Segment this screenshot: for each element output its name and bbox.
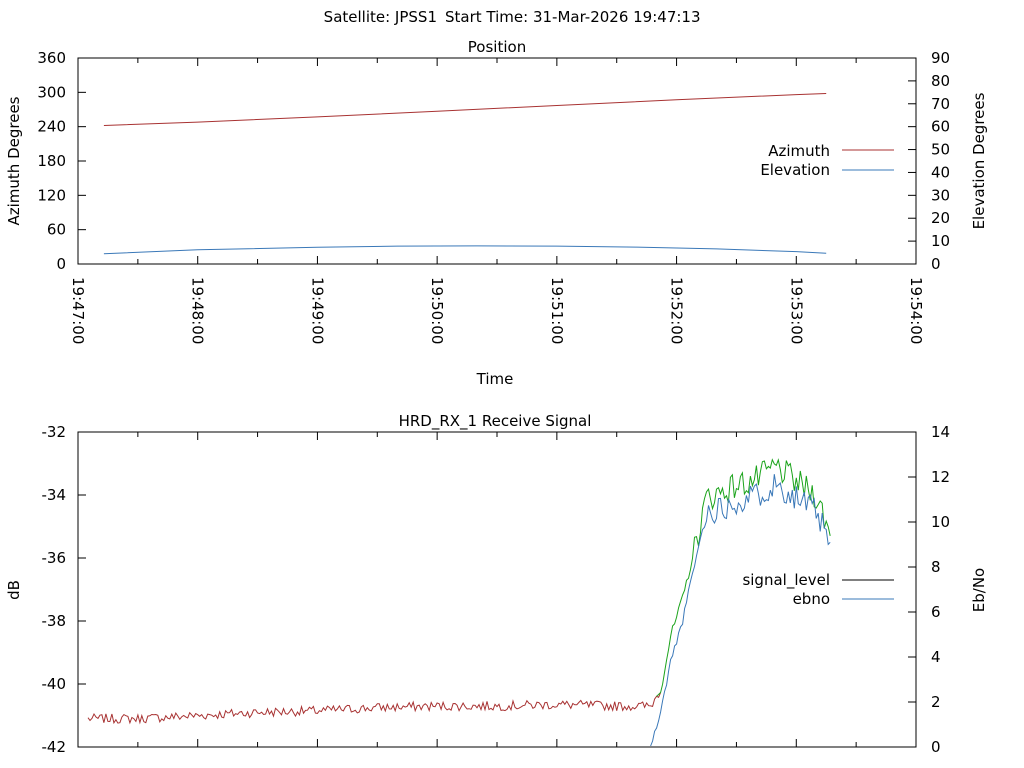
x-tick-label-19-53-00: 19:53:00 bbox=[787, 277, 805, 344]
db-tick-label-32: -32 bbox=[42, 423, 67, 441]
ebno-axis-label: Eb/No bbox=[970, 568, 988, 612]
elevation-tick-label-90: 90 bbox=[931, 49, 950, 67]
receive-legend: signal_level ebno bbox=[742, 571, 894, 608]
ebno-tick-label-8: 8 bbox=[931, 558, 941, 576]
ebno-tick-label-12: 12 bbox=[931, 468, 950, 486]
start-time-label: Start Time: 31-Mar-2026 19:47:13 bbox=[445, 8, 701, 26]
elevation-tick-label-60: 60 bbox=[931, 118, 950, 136]
receive-signal-chart: HRD_RX_1 Receive Signal dB Eb/No -42 -40 -… bbox=[5, 412, 988, 756]
elevation-tick-label-50: 50 bbox=[931, 141, 950, 159]
db-tick-label-36: -36 bbox=[42, 549, 67, 567]
azimuth-tick-label-60: 60 bbox=[47, 221, 66, 239]
elevation-axis-label: Elevation Degrees bbox=[970, 92, 988, 229]
db-tick-label-34: -34 bbox=[42, 486, 67, 504]
x-tick-label-19-54-00: 19:54:00 bbox=[907, 277, 925, 344]
x-tick-label-19-47-00: 19:47:00 bbox=[69, 277, 87, 344]
elevation-tick-label-40: 40 bbox=[931, 163, 950, 181]
position-chart: Position Time Azimuth Degrees Elevation … bbox=[5, 38, 988, 388]
azimuth-tick-label-240: 240 bbox=[37, 118, 66, 136]
azimuth-tick-label-360: 360 bbox=[37, 49, 66, 67]
legend-ebno-label: ebno bbox=[793, 590, 830, 608]
x-tick-label-19-50-00: 19:50:00 bbox=[428, 277, 446, 344]
ebno-tick-label-10: 10 bbox=[931, 513, 950, 531]
db-axis-label: dB bbox=[5, 580, 23, 600]
elevation-line bbox=[103, 245, 827, 255]
azimuth-line bbox=[103, 93, 827, 126]
elevation-tick-label-10: 10 bbox=[931, 232, 950, 250]
position-x-axis-label: Time bbox=[476, 370, 514, 388]
x-tick-label-19-52-00: 19:52:00 bbox=[668, 277, 686, 344]
azimuth-tick-label-300: 300 bbox=[37, 83, 66, 101]
x-tick-label-19-49-00: 19:49:00 bbox=[308, 277, 326, 344]
ebno-line bbox=[650, 474, 831, 747]
elevation-tick-label-0: 0 bbox=[931, 255, 941, 273]
elevation-tick-label-80: 80 bbox=[931, 72, 950, 90]
ebno-tick-label-6: 6 bbox=[931, 603, 941, 621]
db-tick-label-42: -42 bbox=[42, 738, 67, 756]
receive-plot-frame bbox=[77, 431, 917, 748]
position-chart-title: Position bbox=[468, 38, 526, 56]
legend-signal-level-label: signal_level bbox=[742, 571, 830, 590]
signal-level-line-low bbox=[87, 692, 662, 725]
x-tick-label-19-51-00: 19:51:00 bbox=[548, 277, 566, 344]
elevation-tick-label-30: 30 bbox=[931, 186, 950, 204]
ebno-tick-label-2: 2 bbox=[931, 693, 941, 711]
db-tick-label-38: -38 bbox=[42, 612, 67, 630]
x-tick-label-19-48-00: 19:48:00 bbox=[189, 277, 207, 344]
elevation-tick-label-70: 70 bbox=[931, 95, 950, 113]
azimuth-tick-label-120: 120 bbox=[37, 186, 66, 204]
legend-azimuth-label: Azimuth bbox=[768, 142, 830, 160]
azimuth-tick-label-180: 180 bbox=[37, 152, 66, 170]
azimuth-tick-label-0: 0 bbox=[56, 255, 66, 273]
ebno-tick-label-0: 0 bbox=[931, 738, 941, 756]
position-legend: Azimuth Elevation bbox=[760, 142, 894, 179]
db-tick-label-40: -40 bbox=[42, 675, 67, 693]
receive-chart-title: HRD_RX_1 Receive Signal bbox=[399, 412, 592, 431]
ebno-tick-label-14: 14 bbox=[931, 423, 950, 441]
elevation-tick-label-20: 20 bbox=[931, 209, 950, 227]
ebno-tick-label-4: 4 bbox=[931, 648, 941, 666]
azimuth-axis-label: Azimuth Degrees bbox=[5, 96, 23, 225]
legend-elevation-label: Elevation bbox=[760, 161, 830, 179]
signal-level-line-high bbox=[656, 458, 831, 697]
satellite-label: Satellite: JPSS1 bbox=[324, 8, 437, 26]
